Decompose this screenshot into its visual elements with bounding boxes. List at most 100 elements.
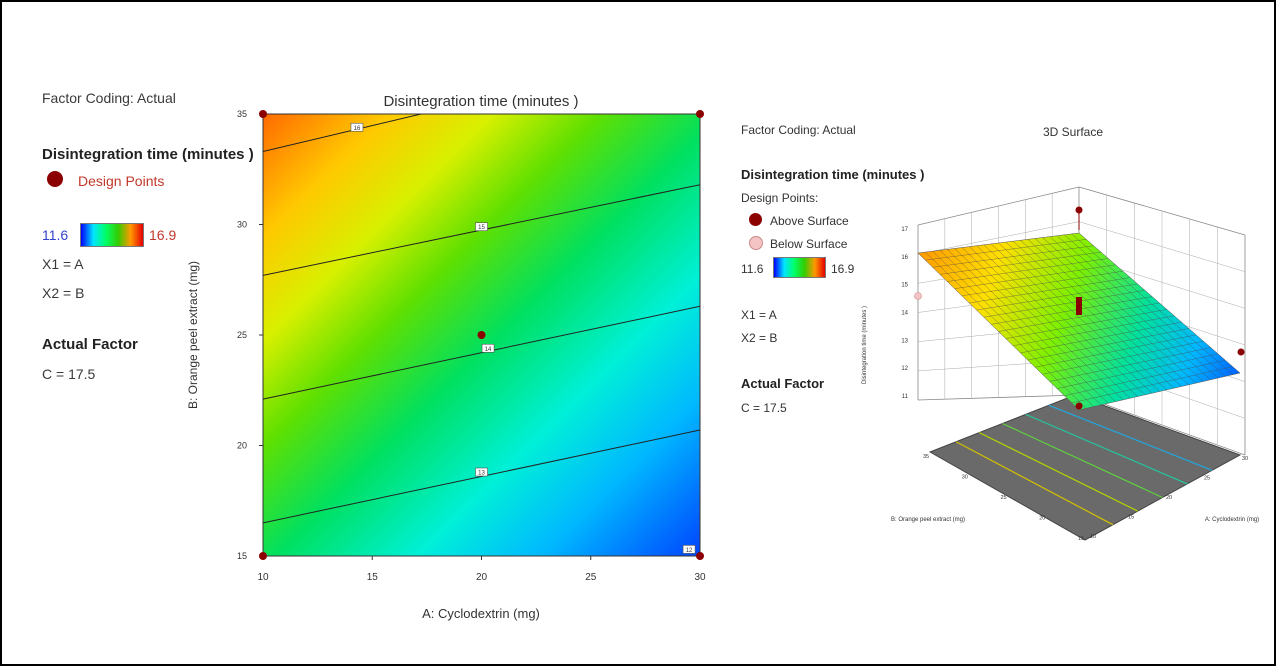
b-tick-label: 20 xyxy=(1039,516,1045,522)
y-tick-label: 20 xyxy=(237,441,247,451)
contour-label-14: 14 xyxy=(485,347,492,353)
y-tick-label: 25 xyxy=(237,330,247,340)
above-surface-label: Above Surface xyxy=(770,214,849,228)
z-tick-label: 16 xyxy=(901,255,908,261)
x-tick-label: 30 xyxy=(694,572,706,583)
left-color-bar xyxy=(80,223,144,247)
b-tick-label: 15 xyxy=(1078,536,1084,542)
mesh-line xyxy=(1020,321,1182,354)
design-point xyxy=(696,552,704,560)
left-response-title: Disintegration time (minutes ) xyxy=(42,146,254,163)
surface-a-axis-label: A: Cyclodextrin (mg) xyxy=(1205,517,1259,523)
below-surface-marker xyxy=(749,236,763,250)
mesh-line xyxy=(1027,239,1189,385)
floor-contour-line xyxy=(1048,404,1213,471)
mesh-line xyxy=(1013,315,1175,346)
contour-label-box-12 xyxy=(682,545,696,554)
response-surface xyxy=(917,232,1241,411)
right-cbar-min: 11.6 xyxy=(741,262,764,276)
surface-floor xyxy=(928,394,1242,541)
right-c-value: C = 17.5 xyxy=(741,401,787,415)
left-c-value: C = 17.5 xyxy=(42,366,96,382)
right-actual-factor-title: Actual Factor xyxy=(741,376,825,391)
left-cbar-max: 16.9 xyxy=(149,227,177,243)
mesh-line xyxy=(1005,309,1167,339)
mesh-line xyxy=(998,302,1160,332)
b-tick-label: 30 xyxy=(962,475,968,481)
b-tick-label: 25 xyxy=(1000,495,1006,501)
surface-z-axis-label: Disintegration time (minutes ) xyxy=(862,306,868,384)
z-tick-label: 15 xyxy=(901,283,908,289)
a-tick-label: 20 xyxy=(1166,495,1172,501)
right-cbar-max: 16.9 xyxy=(831,262,855,276)
mesh-line xyxy=(1042,341,1204,375)
design-point xyxy=(477,331,486,339)
center-point-stack xyxy=(1076,297,1082,315)
design-point xyxy=(259,552,267,560)
mesh-line xyxy=(1013,241,1175,389)
above-surface-point xyxy=(1075,402,1083,410)
contour-line-14 xyxy=(263,305,700,400)
mesh-line xyxy=(1049,347,1211,382)
z-tick-label: 13 xyxy=(901,338,908,344)
contour-line-13 xyxy=(263,429,700,524)
x-tick-label: 25 xyxy=(585,572,597,583)
mesh-line xyxy=(1071,366,1233,404)
mesh-line xyxy=(1005,241,1167,390)
left-design-points-label: Design Points xyxy=(78,173,165,189)
mesh-line xyxy=(1034,238,1197,384)
floor-contour-line xyxy=(1002,422,1163,499)
a-tick-label: 25 xyxy=(1204,476,1210,482)
b-tick-label: 35 xyxy=(923,454,929,460)
left-factor-coding: Factor Coding: Actual xyxy=(42,90,176,106)
above-surface-point xyxy=(1237,348,1245,356)
right-factor-coding: Factor Coding: Actual xyxy=(741,123,856,137)
y-tick-label: 35 xyxy=(237,109,247,119)
right-x1-mapping: X1 = A xyxy=(741,308,777,322)
z-tick-label: 14 xyxy=(901,311,908,317)
mesh-line xyxy=(1049,236,1211,380)
a-tick-label: 10 xyxy=(1090,534,1096,540)
left-design-point-marker xyxy=(47,171,63,187)
contour-label-box-14 xyxy=(481,343,495,353)
contour-label-box-15 xyxy=(475,222,488,232)
contour-line-16 xyxy=(263,114,424,153)
left-actual-factor-title: Actual Factor xyxy=(42,336,138,353)
z-tick-label: 17 xyxy=(901,227,908,233)
contour-label-15: 15 xyxy=(478,225,485,231)
above-surface-point xyxy=(1075,206,1083,214)
mesh-line xyxy=(1071,233,1233,375)
mesh-line xyxy=(1064,234,1226,377)
floor-contour-line xyxy=(955,441,1114,526)
z-tick-label: 12 xyxy=(901,366,908,372)
design-point xyxy=(696,110,704,118)
mesh-line xyxy=(1042,237,1204,382)
floor-contour-line xyxy=(979,432,1138,512)
surface-b-axis-label: B: Orange peel extract (mg) xyxy=(891,517,965,523)
mesh-line xyxy=(1035,334,1197,368)
right-color-bar xyxy=(773,257,826,278)
contour-label-box-13 xyxy=(475,467,488,477)
x-tick-label: 15 xyxy=(367,572,379,583)
x-tick-label: 20 xyxy=(476,572,488,583)
x-tick-label: 10 xyxy=(257,572,269,583)
right-x2-mapping: X2 = B xyxy=(741,331,778,345)
mesh-line xyxy=(1020,240,1182,387)
mesh-line xyxy=(1064,360,1226,396)
right-response-title: Disintegration time (minutes ) xyxy=(741,167,925,182)
mesh-line xyxy=(1027,328,1189,361)
y-tick-label: 30 xyxy=(237,220,247,230)
mesh-line xyxy=(1056,235,1219,379)
floor-contour-line xyxy=(1025,413,1188,485)
left-cbar-min: 11.6 xyxy=(42,227,69,243)
contour-label-12: 12 xyxy=(686,548,693,554)
surface-title: 3D Surface xyxy=(1043,125,1104,139)
left-x1-mapping: X1 = A xyxy=(42,256,84,272)
contour-label-16: 16 xyxy=(354,126,361,132)
a-tick-label: 30 xyxy=(1242,456,1248,462)
below-surface-point xyxy=(914,292,922,300)
design-point xyxy=(259,110,267,118)
contour-title: Disintegration time (minutes ) xyxy=(383,93,578,110)
mesh-line xyxy=(1057,353,1219,389)
contour-y-axis-label: B: Orange peel extract (mg) xyxy=(186,261,200,409)
